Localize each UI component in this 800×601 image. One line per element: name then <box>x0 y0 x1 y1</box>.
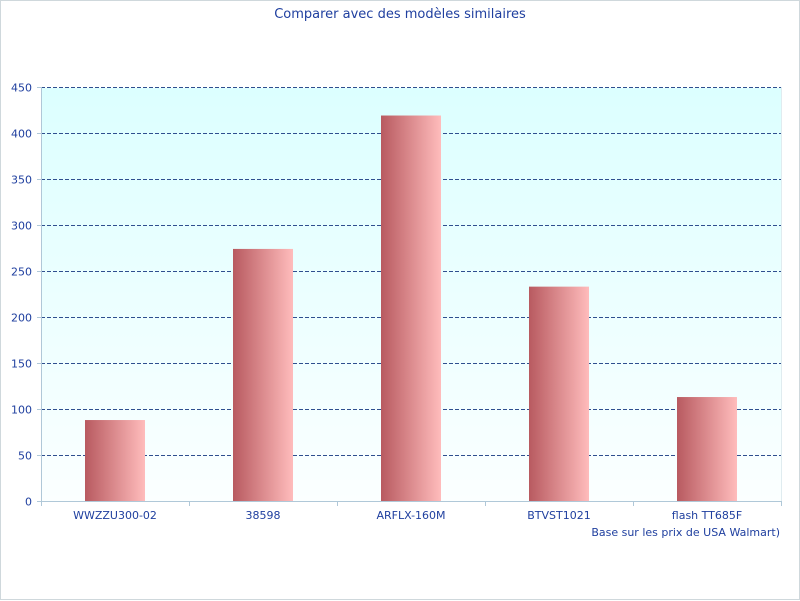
y-tick-label-100: 100 <box>11 404 32 417</box>
x-tick-labels: WWZZU300-02 38598 ARFLX-160M BTVST1021 flash… <box>73 509 742 522</box>
y-tick-label-250: 250 <box>11 266 32 279</box>
source-note: Base sur les prix de USA Walmart) <box>591 526 780 539</box>
y-tick-label-0: 0 <box>25 496 32 509</box>
y-tick-label-450: 450 <box>11 82 32 95</box>
x-tick-label-4: flash TT685F <box>672 509 742 522</box>
x-tick-label-2: ARFLX-160M <box>376 509 445 522</box>
bar-BTVST1021 <box>529 286 589 501</box>
x-tick-label-3: BTVST1021 <box>527 509 591 522</box>
chart-title: Comparer avec des modèles similaires <box>274 7 526 22</box>
bar-flash-TT685F <box>677 397 737 501</box>
y-tick-label-50: 50 <box>18 450 32 463</box>
bars <box>85 115 737 502</box>
x-tick-label-0: WWZZU300-02 <box>73 509 157 522</box>
y-tick-labels: 0 50 100 150 200 250 300 350 400 450 <box>11 82 32 509</box>
y-tick-label-300: 300 <box>11 220 32 233</box>
y-tick-label-400: 400 <box>11 128 32 141</box>
y-tick-label-350: 350 <box>11 174 32 187</box>
y-tick-label-200: 200 <box>11 312 32 325</box>
bar-ARFLX-160M <box>381 115 441 502</box>
axes <box>37 87 782 506</box>
bar-38598 <box>233 248 293 501</box>
y-tick-label-150: 150 <box>11 358 32 371</box>
x-tick-label-1: 38598 <box>246 509 281 522</box>
bar-WWZZU300-02 <box>85 420 145 501</box>
